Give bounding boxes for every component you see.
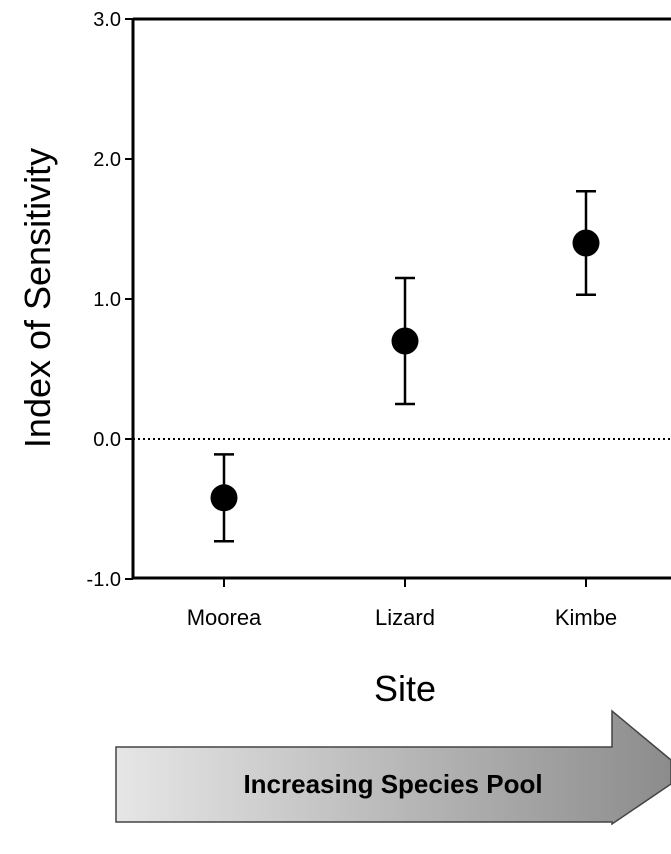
arrow-shape — [115, 709, 671, 826]
y-ticks: -1.0 0.0 1.0 2.0 3.0 — [87, 9, 133, 591]
data-points — [210, 189, 600, 543]
species-pool-arrow: Increasing Species Pool — [115, 709, 671, 826]
y-axis-title: Index of Sensitivity — [17, 148, 58, 448]
data-point — [391, 327, 419, 355]
data-point — [210, 484, 238, 512]
y-tick-label: 1.0 — [93, 289, 121, 311]
x-ticks: Moorea Lizard Kimbe — [187, 579, 617, 630]
x-tick-label: Kimbe — [555, 605, 617, 630]
y-tick-label: 2.0 — [93, 149, 121, 171]
x-axis-title: Site — [374, 668, 436, 709]
data-point-group — [210, 453, 238, 543]
y-tick-label: -1.0 — [87, 569, 121, 591]
data-point — [572, 229, 600, 257]
x-tick-label: Moorea — [187, 605, 262, 630]
data-point-group — [391, 276, 419, 406]
x-tick-label: Lizard — [375, 605, 435, 630]
arrow-label: Increasing Species Pool — [243, 769, 542, 799]
data-point-group — [572, 189, 600, 297]
y-tick-label: 3.0 — [93, 9, 121, 31]
y-tick-label: 0.0 — [93, 429, 121, 451]
